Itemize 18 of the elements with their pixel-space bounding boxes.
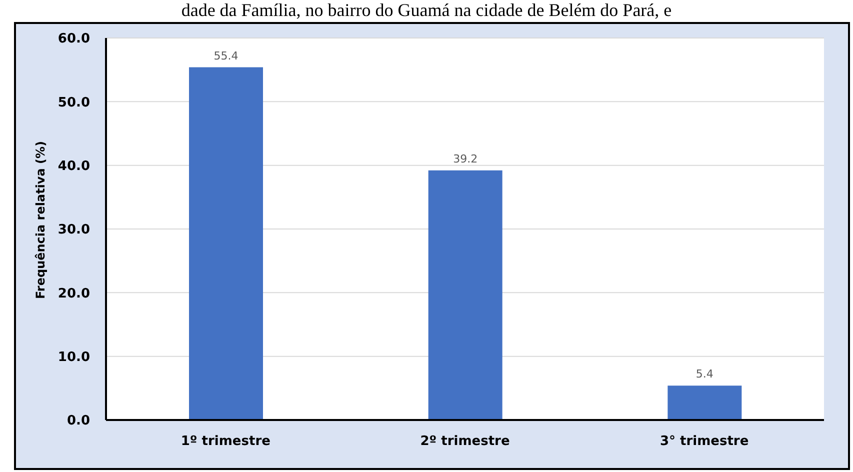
bar [668, 386, 742, 420]
data-label: 5.4 [696, 368, 714, 381]
x-tick-label: 3° trimestre [660, 434, 749, 450]
y-tick-label: 40.0 [58, 158, 90, 174]
y-tick-label: 30.0 [58, 222, 90, 238]
data-label: 55.4 [214, 49, 238, 62]
x-tick-label: 1º trimestre [180, 434, 271, 450]
y-tick-label: 0.0 [66, 414, 90, 429]
bar [428, 170, 502, 420]
y-axis-title: Frequência relativa (%) [33, 140, 48, 299]
text: dade da Família, no bairro do Guamá na cidade de Belém do Pará, e [181, 0, 672, 20]
y-tick-label: 60.0 [58, 32, 90, 47]
bar [189, 67, 263, 420]
y-tick-label: 20.0 [58, 286, 90, 302]
x-tick-label: 2º trimestre [420, 434, 510, 450]
data-label: 39.2 [453, 152, 478, 166]
y-tick-label: 10.0 [58, 350, 90, 365]
y-tick-label: 50.0 [58, 95, 90, 110]
